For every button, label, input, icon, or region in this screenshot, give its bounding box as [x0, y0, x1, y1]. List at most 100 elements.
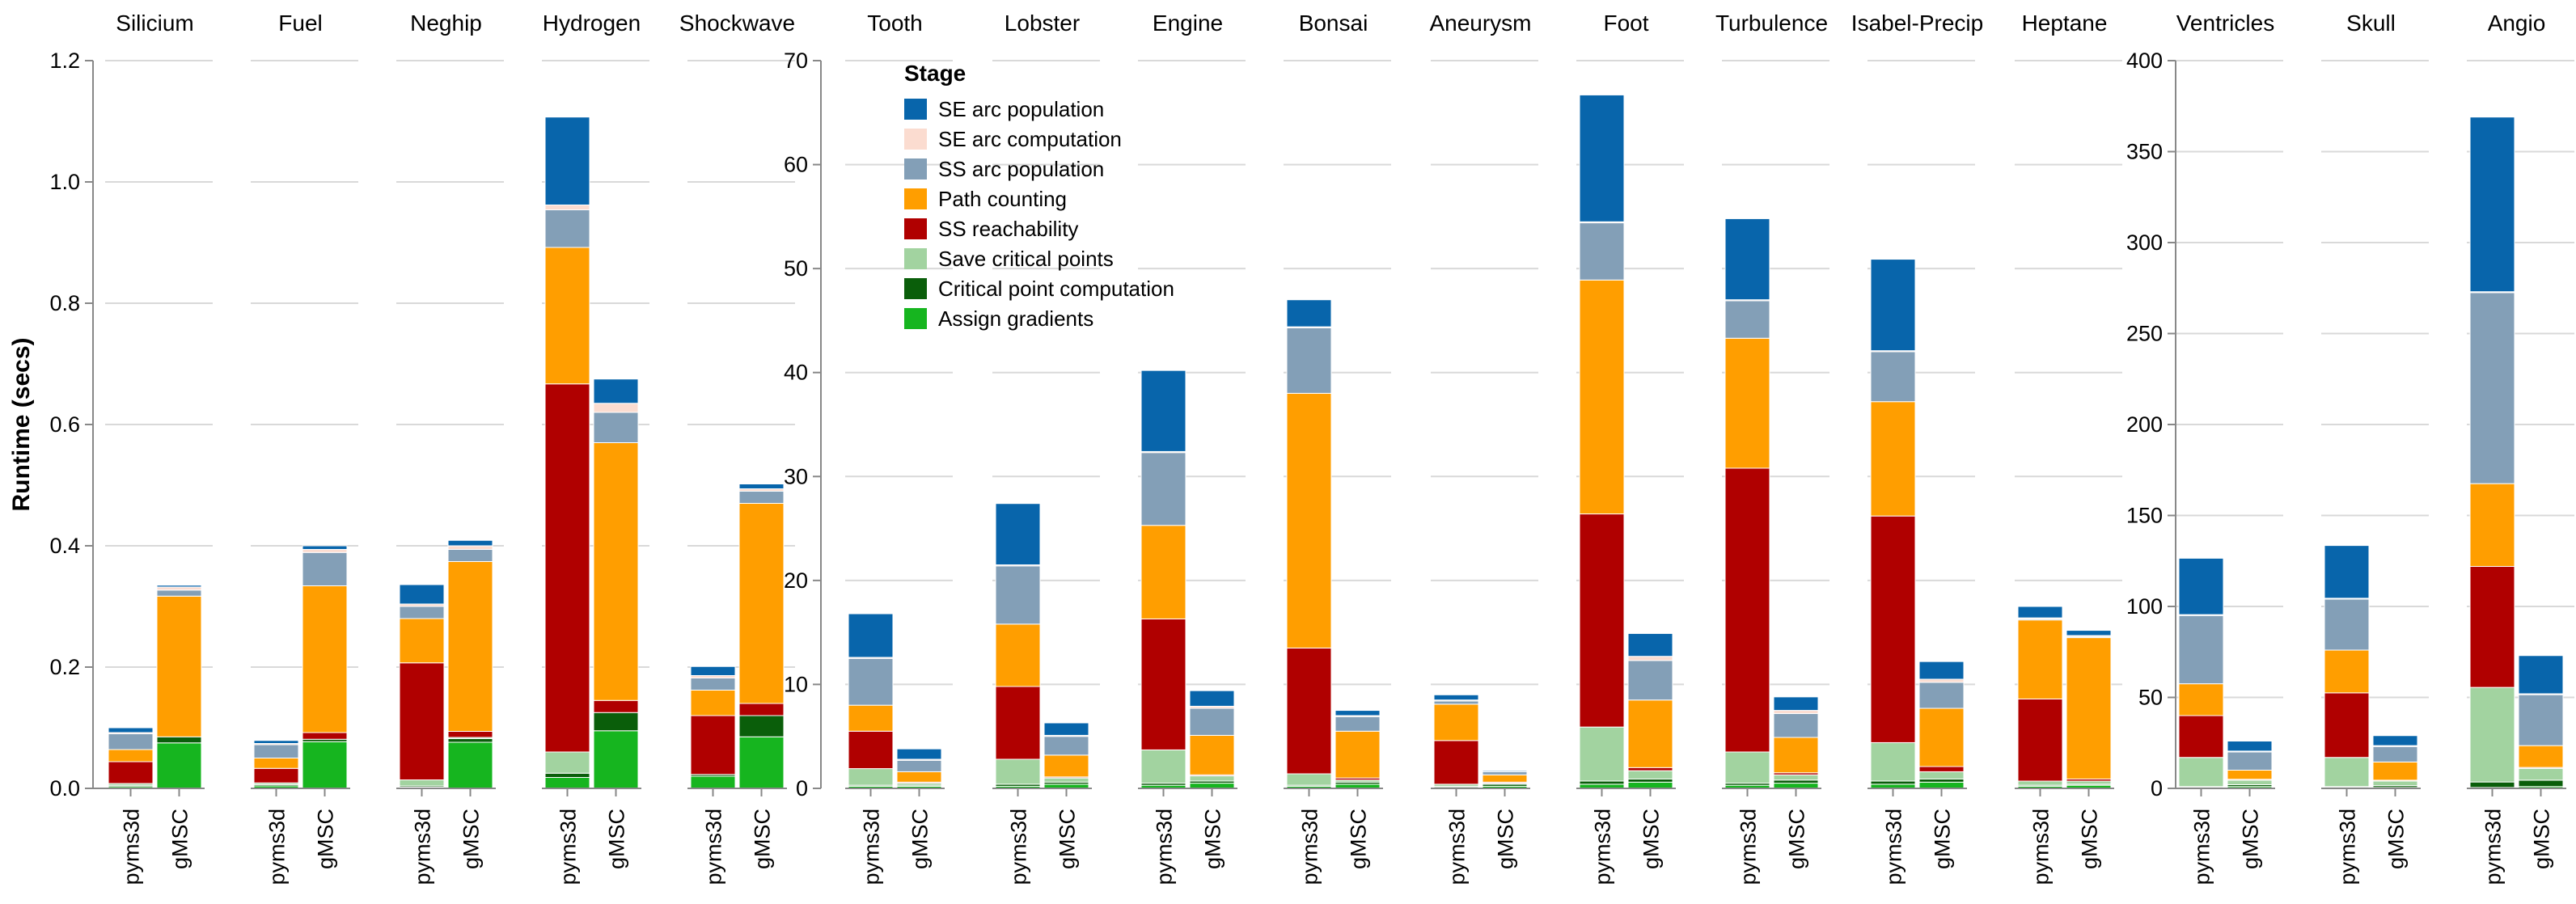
- panel-title-angio: Angio: [2488, 11, 2546, 36]
- bar-segment-aneurysm-gmsc-path-counting: [1482, 774, 1528, 783]
- legend-swatch-save-critical-points: [904, 248, 927, 269]
- bar-segment-ventricles-gmsc-ss-arc-population: [2227, 751, 2273, 771]
- bar-segment-foot-pyms3d-se-arc-population: [1579, 94, 1625, 222]
- y-tick-label: 70: [784, 49, 808, 73]
- category-label-fuel-pyms3d: pyms3d: [265, 809, 290, 885]
- bar-segment-angio-pyms3d-path-counting: [2469, 483, 2515, 567]
- bar-segment-heptane-pyms3d-se-arc-population: [2017, 606, 2063, 619]
- bar-segment-ventricles-pyms3d-path-counting: [2178, 683, 2224, 716]
- bar-segment-turbulence-pyms3d-ss-reachability: [1724, 467, 1770, 753]
- category-label-turbulence-gmsc: gMSC: [1785, 809, 1809, 869]
- category-label-heptane-gmsc: gMSC: [2078, 809, 2102, 869]
- bar-segment-turbulence-gmsc-se-arc-computation: [1773, 710, 1819, 714]
- bar-segment-isabel-precip-pyms3d-se-arc-population: [1870, 259, 1916, 352]
- bar-segment-foot-gmsc-assign-gradients: [1627, 781, 1673, 789]
- bar-segment-turbulence-gmsc-save-critical-points: [1773, 774, 1819, 781]
- legend-title: Stage: [904, 61, 966, 86]
- category-label-tooth-pyms3d: pyms3d: [860, 809, 884, 885]
- bar-segment-lobster-pyms3d-save-critical-points: [995, 758, 1041, 785]
- bar-segment-turbulence-pyms3d-se-arc-population: [1724, 218, 1770, 301]
- bar-segment-shockwave-pyms3d-ss-reachability: [690, 715, 736, 775]
- bar-segment-isabel-precip-pyms3d-ss-reachability: [1870, 515, 1916, 743]
- legend-swatch-assign-gradients: [904, 308, 927, 329]
- bar-segment-isabel-precip-gmsc-ss-arc-population: [1918, 682, 1965, 709]
- bar-segment-fuel-pyms3d-ss-reachability: [253, 767, 299, 784]
- bar-segment-bonsai-pyms3d-path-counting: [1286, 392, 1332, 648]
- legend-swatch-ss-reachability: [904, 218, 927, 239]
- bar-segment-neghip-gmsc-se-arc-population: [447, 539, 493, 547]
- bar-segment-hydrogen-pyms3d-save-critical-points: [544, 751, 590, 774]
- category-label-skull-gmsc: gMSC: [2384, 809, 2409, 869]
- bar-segment-shockwave-pyms3d-ss-arc-population: [690, 678, 736, 691]
- panel-title-isabel-precip: Isabel-Precip: [1851, 11, 1983, 36]
- bar-segment-neghip-gmsc-path-counting: [447, 561, 493, 732]
- panel-title-heptane: Heptane: [2022, 11, 2108, 36]
- bar-segment-tooth-pyms3d-save-critical-points: [848, 768, 894, 786]
- bar-segment-hydrogen-gmsc-ss-arc-population: [593, 412, 639, 443]
- bar-segment-isabel-precip-pyms3d-save-critical-points: [1870, 741, 1916, 782]
- y-tick-label: 0.4: [49, 534, 80, 558]
- panel-title-tooth: Tooth: [867, 11, 923, 36]
- bar-segment-aneurysm-pyms3d-path-counting: [1433, 703, 1479, 741]
- bar-segment-fuel-gmsc-ss-reachability: [302, 732, 348, 740]
- bar-segment-skull-pyms3d-path-counting: [2324, 649, 2370, 694]
- bar-segment-engine-pyms3d-ss-reachability: [1140, 618, 1186, 750]
- bar-segment-ventricles-pyms3d-ss-arc-population: [2178, 615, 2224, 685]
- category-label-isabel-precip-pyms3d: pyms3d: [1882, 809, 1906, 885]
- bar-segment-hydrogen-pyms3d-ss-reachability: [544, 383, 590, 753]
- bar-segment-silicium-gmsc-ss-arc-population: [156, 589, 202, 597]
- panel-title-ventricles: Ventricles: [2176, 11, 2274, 36]
- bar-segment-angio-pyms3d-save-critical-points: [2469, 686, 2515, 783]
- bar-segment-angio-gmsc-ss-arc-population: [2518, 694, 2564, 746]
- bar-segment-neghip-pyms3d-path-counting: [399, 618, 445, 664]
- bar-segment-lobster-pyms3d-path-counting: [995, 623, 1041, 687]
- y-tick-label: 100: [2126, 594, 2163, 619]
- bar-segment-neghip-gmsc-se-arc-computation: [447, 545, 493, 550]
- bar-segment-tooth-pyms3d-se-arc-population: [848, 613, 894, 658]
- bar-segment-turbulence-pyms3d-save-critical-points: [1724, 751, 1770, 784]
- y-axis-title: Runtime (secs): [8, 337, 35, 511]
- bar-segment-foot-gmsc-ss-reachability: [1627, 767, 1673, 771]
- bar-segment-tooth-pyms3d-ss-arc-population: [848, 657, 894, 706]
- y-tick-label: 10: [784, 672, 808, 696]
- bar-segment-foot-pyms3d-save-critical-points: [1579, 726, 1625, 782]
- legend-swatch-ss-arc-population: [904, 158, 927, 180]
- bar-segment-tooth-gmsc-ss-arc-population: [896, 759, 942, 772]
- panel-title-fuel: Fuel: [278, 11, 322, 36]
- panel-title-turbulence: Turbulence: [1715, 11, 1828, 36]
- bar-segment-hydrogen-pyms3d-ss-arc-population: [544, 209, 590, 248]
- bar-segment-heptane-gmsc-path-counting: [2066, 637, 2112, 779]
- category-label-tooth-gmsc: gMSC: [908, 809, 933, 869]
- bar-segment-lobster-pyms3d-se-arc-population: [995, 503, 1041, 566]
- axes: [85, 60, 2566, 796]
- y-tick-label: 350: [2126, 140, 2163, 164]
- bar-segment-fuel-pyms3d-ss-arc-population: [253, 744, 299, 758]
- legend-label-se-arc-population: SE arc population: [938, 97, 1104, 121]
- panel-title-hydrogen: Hydrogen: [543, 11, 641, 36]
- bar-segment-skull-pyms3d-ss-arc-population: [2324, 598, 2370, 651]
- bar-segment-foot-pyms3d-path-counting: [1579, 279, 1625, 515]
- bar-segment-ventricles-gmsc-se-arc-population: [2227, 741, 2273, 752]
- bar-segment-lobster-gmsc-ss-arc-population: [1043, 736, 1089, 756]
- bar-segment-foot-gmsc-save-critical-points: [1627, 770, 1673, 779]
- bar-segment-neghip-gmsc-ss-reachability: [447, 731, 493, 738]
- category-label-bonsai-pyms3d: pyms3d: [1298, 809, 1322, 885]
- bar-segment-ventricles-gmsc-path-counting: [2227, 770, 2273, 780]
- bar-segment-ventricles-pyms3d-se-arc-population: [2178, 557, 2224, 615]
- category-label-shockwave-pyms3d: pyms3d: [702, 809, 726, 885]
- bar-segment-isabel-precip-gmsc-save-critical-points: [1918, 771, 1965, 779]
- bar-segment-ventricles-gmsc-save-critical-points: [2227, 779, 2273, 785]
- bar-segment-neghip-pyms3d-save-critical-points: [399, 779, 445, 787]
- y-tick-label: 50: [2138, 686, 2163, 710]
- panel-title-skull: Skull: [2346, 11, 2396, 36]
- category-label-engine-pyms3d: pyms3d: [1153, 809, 1177, 885]
- y-tick-label: 0.0: [49, 776, 80, 801]
- bar-segment-silicium-gmsc-se-arc-computation: [156, 586, 202, 591]
- bar-segment-angio-pyms3d-se-arc-population: [2469, 116, 2515, 293]
- category-label-heptane-pyms3d: pyms3d: [2029, 809, 2054, 885]
- bar-segment-silicium-gmsc-se-arc-population: [156, 585, 202, 588]
- bar-segment-hydrogen-pyms3d-critical-point-computation: [544, 772, 590, 778]
- y-tick-label: 0.6: [49, 412, 80, 437]
- bar-segment-heptane-pyms3d-path-counting: [2017, 619, 2063, 699]
- category-label-ventricles-gmsc: gMSC: [2239, 809, 2263, 869]
